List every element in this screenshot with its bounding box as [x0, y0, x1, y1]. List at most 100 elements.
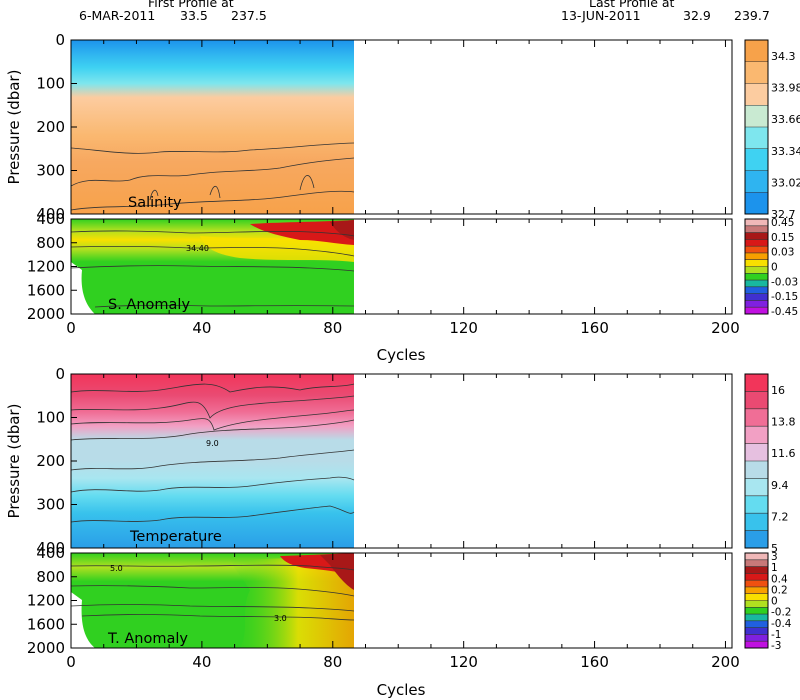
y-tick-label: 800: [36, 234, 65, 252]
y-tick-label: 0: [55, 365, 65, 383]
temperature-contour: [70, 383, 355, 393]
colorbar-label: 0.15: [771, 232, 794, 244]
colorbar-swatch: [745, 614, 768, 622]
salinity-anomaly-hot-patch: [250, 220, 354, 245]
colorbar-swatch: [745, 586, 768, 595]
temperature-colorbar: 16 13.8 11.6 9.4 7.2 5: [744, 373, 796, 555]
colorbar-swatch: [745, 641, 768, 649]
colorbar-swatch: [745, 600, 768, 608]
colorbar-swatch: [745, 478, 768, 497]
first-profile-title: First Profile at: [148, 0, 234, 10]
x-tick-label: 120: [449, 653, 478, 671]
colorbar-label: -3: [771, 640, 781, 652]
colorbar-swatch: [745, 83, 768, 106]
temperature-anomaly-colorbar: 310.40.20-0.2-0.4-1-3: [744, 551, 792, 652]
x-tick-label: 40: [192, 653, 211, 671]
temperature-anomaly-contour-label-1: 5.0: [110, 564, 123, 573]
colorbar-label: -0.15: [771, 291, 798, 303]
colorbar-label: 3: [771, 551, 778, 563]
y-tick-label: 2000: [27, 305, 65, 323]
last-profile-lon: 239.7: [734, 8, 770, 23]
temperature-y-axis-title: Pressure (dbar): [5, 404, 23, 519]
temperature-panel: 9.0 Temperature 0 100 200 300 400: [36, 365, 733, 557]
colorbar-swatch: [745, 566, 768, 574]
y-tick-label: 1600: [27, 281, 65, 299]
temperature-anomaly-warm-zone: [230, 556, 354, 648]
colorbar-swatch: [745, 61, 768, 84]
temperature-contour: [70, 476, 355, 493]
temperature-panel-label: Temperature: [129, 529, 222, 545]
colorbar-swatch: [745, 495, 768, 514]
top-x-axis-title: Cycles: [377, 346, 426, 364]
salinity-field: [71, 40, 354, 214]
salinity-anomaly-contour: [70, 230, 355, 237]
salinity-anomaly-colorbar: 0.45 0.15 0.03 0 -0.03 -0.15 -0.45: [744, 217, 798, 318]
colorbar-label: -0.2: [771, 607, 792, 619]
colorbar-swatch: [745, 408, 768, 427]
salinity-yticks: 0 100 200 300 400: [36, 31, 77, 223]
x-tick-label: 200: [711, 653, 740, 671]
y-tick-label: 200: [36, 118, 65, 136]
y-tick-label: 100: [36, 75, 65, 93]
x-tick-label: 80: [323, 319, 342, 337]
last-profile-lat: 32.9: [683, 8, 711, 23]
temperature-anomaly-contour: [70, 604, 355, 612]
colorbar-swatch: [745, 252, 768, 261]
colorbar-swatch: [745, 513, 768, 531]
salinity-anomaly-panel-label: S. Anomaly: [108, 297, 190, 313]
colorbar-swatch: [745, 40, 768, 63]
y-tick-label: 2000: [27, 639, 65, 657]
colorbar-swatch: [745, 293, 768, 301]
first-profile-lat: 33.5: [180, 8, 208, 23]
colorbar-swatch: [745, 266, 768, 274]
y-tick-label: 400: [36, 205, 65, 223]
salinity-colorbar: 34.3 33.98 33.66 33.34 33.02 32.7: [744, 39, 800, 221]
colorbar-swatch: [745, 443, 768, 462]
temperature-anomaly-panel-label: T. Anomaly: [107, 631, 188, 647]
colorbar-swatch: [745, 461, 768, 479]
salinity-anomaly-warm-patch: [200, 236, 354, 262]
salinity-anomaly-contour: [70, 245, 355, 257]
colorbar-label: 5: [771, 542, 778, 555]
x-tick-label: 120: [449, 319, 478, 337]
colorbar-frame: [744, 39, 769, 215]
colorbar-swatch: [745, 148, 768, 171]
y-tick-label: 200: [36, 452, 65, 470]
colorbar-label: 9.4: [771, 479, 789, 492]
colorbar-swatch: [745, 239, 768, 247]
y-tick-label: 1200: [27, 592, 65, 610]
colorbar-swatch: [745, 374, 768, 392]
colorbar-swatch: [745, 280, 768, 288]
colorbar-swatch: [745, 246, 768, 254]
y-tick-label: 400: [36, 539, 65, 557]
colorbar-label: 7.2: [771, 510, 789, 523]
colorbar-swatch: [745, 219, 768, 227]
temperature-anomaly-xticks: [103, 553, 726, 648]
temperature-anomaly-contour: [70, 585, 355, 597]
y-tick-label: 100: [36, 409, 65, 427]
colorbar-swatch: [745, 530, 768, 549]
salinity-panel-label: Salinity: [128, 195, 182, 211]
colorbar-swatch: [745, 286, 768, 295]
y-tick-label: 400: [36, 210, 65, 228]
x-tick-label: 40: [192, 319, 211, 337]
colorbar-swatch: [745, 259, 768, 267]
salinity-anomaly-contour: [70, 265, 355, 272]
colorbar-label: 0: [771, 262, 778, 274]
temperature-contour: [70, 409, 355, 431]
colorbar-label: 0.4: [771, 573, 788, 585]
colorbar-swatch: [745, 300, 768, 308]
temperature-anomaly-contour: [70, 564, 355, 571]
temperature-contour-label: 9.0: [206, 439, 219, 448]
colorbar-label: -0.45: [771, 306, 798, 318]
colorbar-label: 33.66: [771, 113, 800, 126]
y-tick-label: 300: [36, 496, 65, 514]
y-tick-label: 1600: [27, 615, 65, 633]
x-tick-label: 160: [580, 653, 609, 671]
salinity-panel: Salinity 0 100 200 300 400: [36, 31, 733, 223]
colorbar-frame: [744, 373, 769, 549]
x-tick-label: 160: [580, 319, 609, 337]
colorbar-label: -0.03: [771, 276, 798, 288]
salinity-anomaly-xticks: [103, 219, 726, 314]
